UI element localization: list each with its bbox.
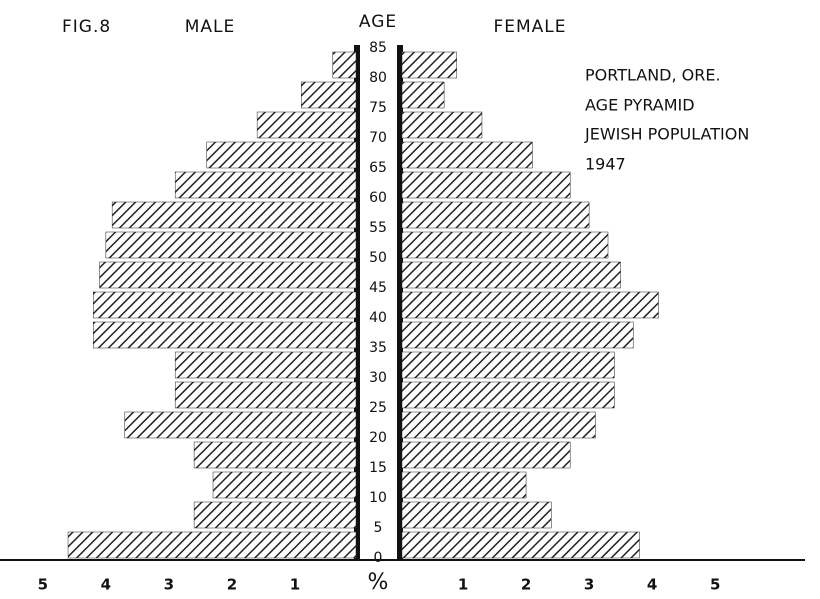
- bar: [401, 171, 571, 199]
- bar: [93, 321, 357, 349]
- bar: [111, 201, 357, 229]
- y-tick-label: 55: [369, 220, 387, 236]
- annotation: AGE PYRAMID: [585, 96, 695, 115]
- y-tick-label: 45: [369, 280, 387, 296]
- x-axis-label: %: [368, 570, 389, 595]
- bar: [301, 81, 357, 109]
- annotation: JEWISH POPULATION: [584, 125, 749, 144]
- y-tick-label: 40: [369, 310, 387, 326]
- x-tick-label: 2: [227, 576, 237, 594]
- bar: [401, 81, 445, 109]
- bar: [93, 291, 357, 319]
- x-tick-label: 4: [647, 576, 657, 594]
- y-tick-label: 25: [369, 400, 387, 416]
- bar: [401, 141, 533, 169]
- x-tick-label: 3: [164, 576, 174, 594]
- bar: [401, 441, 571, 469]
- bar: [401, 261, 621, 289]
- x-tick-label: 3: [584, 576, 594, 594]
- x-tick-label: 5: [710, 576, 720, 594]
- y-tick-label: 10: [369, 490, 387, 506]
- bar: [212, 471, 357, 499]
- bar: [206, 141, 357, 169]
- x-tick-label: 4: [101, 576, 111, 594]
- center-bar: [397, 45, 403, 561]
- y-tick-label: 85: [369, 40, 387, 56]
- bar: [401, 471, 527, 499]
- bar: [124, 411, 357, 439]
- y-tick-label: 35: [369, 340, 387, 356]
- y-tick-label: 15: [369, 460, 387, 476]
- legend-label: MALE: [185, 17, 236, 37]
- bar: [401, 321, 634, 349]
- center-bar: [354, 45, 360, 561]
- annotation: PORTLAND, ORE.: [585, 66, 721, 85]
- x-tick-label: 2: [521, 576, 531, 594]
- bar: [332, 51, 357, 79]
- bar: [99, 261, 357, 289]
- bar: [67, 531, 357, 559]
- bar: [193, 501, 357, 529]
- x-tick-label: 1: [290, 576, 300, 594]
- bar: [401, 531, 640, 559]
- bar: [174, 381, 357, 409]
- legend-label: FEMALE: [493, 17, 566, 37]
- bar: [401, 381, 615, 409]
- y-tick-label: 75: [369, 100, 387, 116]
- bar: [401, 351, 615, 379]
- x-tick-label: 5: [38, 576, 48, 594]
- bar: [401, 201, 590, 229]
- bar: [174, 351, 357, 379]
- bar: [401, 501, 552, 529]
- bar: [256, 111, 357, 139]
- y-tick-label: 60: [369, 190, 387, 206]
- y-tick-label: 30: [369, 370, 387, 386]
- chart-title: FIG.8: [62, 17, 111, 37]
- y-tick-label: 0: [374, 550, 383, 566]
- bar: [105, 231, 357, 259]
- y-tick-label: 70: [369, 130, 387, 146]
- y-tick-label: 20: [369, 430, 387, 446]
- y-axis-label: AGE: [359, 12, 397, 32]
- bar: [401, 411, 596, 439]
- annotation: 1947: [585, 155, 626, 174]
- bar: [193, 441, 357, 469]
- bar: [401, 111, 483, 139]
- y-tick-label: 80: [369, 70, 387, 86]
- y-tick-label: 65: [369, 160, 387, 176]
- y-tick-label: 5: [374, 520, 383, 536]
- bar: [174, 171, 357, 199]
- bar: [401, 51, 457, 79]
- x-tick-label: 1: [458, 576, 468, 594]
- bar: [401, 231, 609, 259]
- bar: [401, 291, 659, 319]
- y-tick-label: 50: [369, 250, 387, 266]
